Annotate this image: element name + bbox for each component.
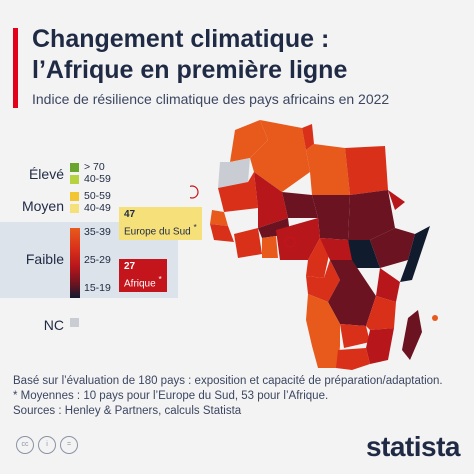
region-south-africa	[336, 348, 370, 370]
callout-africa-label: Afrique	[124, 278, 156, 290]
region-cameroon	[306, 238, 330, 278]
region-angola	[306, 294, 340, 346]
region-ethiopia	[370, 228, 415, 268]
callout-europe: 47 Europe du Sud *	[119, 207, 202, 241]
region-namibia	[312, 346, 340, 368]
region-nigeria	[276, 218, 320, 260]
region-gabon-congo	[306, 260, 340, 302]
region-zambia	[340, 324, 370, 348]
region-egypt	[345, 146, 388, 195]
callout-europe-label: Europe du Sud	[124, 226, 191, 238]
legend-swatch-medium-1	[70, 192, 79, 201]
region-sudan	[348, 190, 395, 240]
island-marker-cape-verde	[190, 185, 199, 199]
region-somalia	[400, 226, 430, 282]
legend-swatch-nc	[70, 318, 79, 327]
region-madagascar	[402, 310, 422, 360]
footer-line-1: Basé sur l’évaluation de 180 pays : expo…	[13, 375, 443, 387]
callout-africa-value: 27	[124, 261, 136, 272]
legend-range-low-2: 25-29	[84, 254, 111, 266]
region-kenya	[376, 268, 400, 302]
legend-medium-label: Moyen	[21, 198, 64, 214]
region-drc	[328, 260, 376, 326]
region-mozambique	[366, 328, 394, 364]
legend-range-medium-2: 40-49	[84, 202, 111, 214]
legend-range-high-1: > 70	[84, 161, 105, 173]
footer-line-2: * Moyennes : 10 pays pour l’Europe du Su…	[13, 390, 329, 402]
page-title: Changement climatique : l’Afrique en pre…	[32, 24, 452, 86]
legend-swatch-high-2	[70, 175, 79, 184]
legend-range-medium-1: 50-59	[84, 190, 111, 202]
footer-notes: Basé sur l’évaluation de 180 pays : expo…	[13, 374, 443, 419]
legend-nc-label: NC	[43, 317, 64, 333]
title-line-1: Changement climatique :	[32, 25, 330, 53]
africa-map	[190, 120, 438, 370]
title-line-2: l’Afrique en première ligne	[32, 56, 348, 84]
statista-logo[interactable]: statista	[365, 431, 461, 462]
region-ghana	[262, 236, 278, 258]
callout-europe-mark: *	[193, 222, 197, 232]
callout-africa-mark: *	[158, 274, 162, 284]
legend-range-low-3: 15-19	[84, 282, 111, 294]
region-car	[320, 238, 352, 260]
region-western-sahara	[218, 158, 250, 188]
island-marker-sao-tome	[284, 236, 296, 248]
region-guinea	[210, 224, 234, 242]
region-eritrea	[388, 190, 405, 210]
no-derivatives-icon[interactable]: =	[60, 436, 78, 454]
region-south-sudan	[348, 240, 380, 268]
footer-line-3: Sources : Henley & Partners, calculs Sta…	[13, 405, 242, 417]
legend-high-label: Élevé	[28, 166, 64, 182]
region-mauritania	[218, 172, 258, 212]
region-chad	[312, 195, 350, 240]
page-subtitle: Indice de résilience climatique des pays…	[32, 91, 390, 107]
attribution-icon[interactable]: i	[38, 436, 56, 454]
title-accent-bar	[13, 28, 18, 108]
region-senegal	[210, 210, 228, 226]
region-libya	[306, 144, 350, 195]
legend-range-high-2: 40-59	[84, 173, 111, 185]
region-morocco	[230, 120, 268, 162]
legend-swatch-high-1	[70, 163, 79, 172]
creative-commons-icon[interactable]: cc	[16, 436, 34, 454]
region-ivory-coast	[234, 228, 262, 258]
legend-low-gradient	[70, 228, 80, 298]
region-tunisia	[302, 124, 314, 150]
region-algeria	[250, 120, 310, 192]
legend-low-label: Faible	[25, 251, 64, 267]
callout-africa: 27 Afrique *	[119, 259, 167, 293]
region-niger	[282, 192, 318, 218]
island-marker-mauritius	[432, 315, 438, 321]
region-mali	[254, 172, 288, 228]
region-tanzania	[366, 296, 396, 330]
legend-swatch-medium-2	[70, 204, 79, 213]
legend-range-low-1: 35-39	[84, 226, 111, 238]
callout-europe-value: 47	[124, 209, 136, 220]
